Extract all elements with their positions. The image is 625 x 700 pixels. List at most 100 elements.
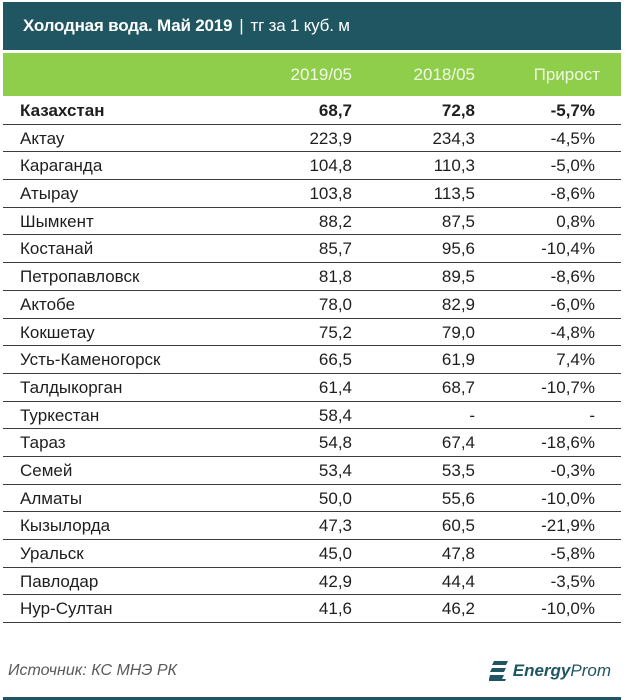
table-row: Караганда 104,8 110,3 -5,0%: [3, 152, 621, 181]
value-2019-cell: 58,4: [318, 405, 352, 425]
value-2018-cell: 67,4: [441, 433, 475, 453]
city-name-cell: Кокшетау: [20, 322, 95, 342]
energyprom-logo: EnergyProm: [488, 660, 611, 682]
value-2019-cell: 75,2: [318, 322, 352, 342]
city-name-cell: Петропавловск: [20, 267, 140, 287]
value-2018-cell: 44,4: [441, 571, 475, 591]
column-header-2018: 2018/05: [413, 65, 475, 84]
city-name-cell: Казахстан: [20, 101, 105, 120]
value-2018-cell: 89,5: [441, 267, 475, 287]
table-row: Актобе 78,0 82,9 -6,0%: [3, 291, 621, 319]
growth-cell: -5,0%: [550, 156, 595, 176]
growth-cell: -5,7%: [550, 101, 595, 120]
city-name-cell: Шымкент: [20, 211, 94, 231]
growth-cell: -18,6%: [541, 433, 595, 453]
growth-cell: -10,0%: [541, 488, 595, 508]
growth-cell: -3,5%: [550, 571, 595, 591]
value-2018-cell: 60,5: [441, 516, 475, 536]
city-name-cell: Актау: [20, 128, 65, 148]
value-2019-cell: 68,7: [318, 101, 352, 120]
value-2019-cell: 81,8: [318, 267, 352, 287]
value-2019-cell: 78,0: [318, 294, 352, 314]
table-title: Холодная вода. Май 2019: [23, 16, 233, 35]
table-row: Нур-Султан 41,6 46,2 -10,0%: [3, 595, 621, 624]
growth-cell: -8,6%: [550, 184, 595, 204]
growth-cell: -0,3%: [550, 460, 595, 480]
table-row: Кызылорда 47,3 60,5 -21,9%: [3, 512, 621, 540]
value-2019-cell: 47,3: [318, 516, 352, 536]
value-2018-cell: -: [469, 405, 475, 425]
table-row-total: Казахстан 68,7 72,8 -5,7%: [3, 97, 621, 125]
growth-cell: -6,0%: [550, 294, 595, 314]
value-2018-cell: 234,3: [432, 128, 475, 148]
table-row: Талдыкорган 61,4 68,7 -10,7%: [3, 374, 621, 402]
table-row: Павлодар 42,9 44,4 -3,5%: [3, 568, 621, 596]
table-row: Актау 223,9 234,3 -4,5%: [3, 125, 621, 153]
value-2018-cell: 46,2: [441, 599, 475, 619]
title-unit: тг за 1 куб. м: [250, 16, 350, 35]
growth-cell: 7,4%: [556, 350, 595, 370]
city-name-cell: Павлодар: [20, 571, 99, 591]
value-2019-cell: 104,8: [309, 156, 352, 176]
value-2019-cell: 61,4: [318, 377, 352, 397]
value-2019-cell: 85,7: [318, 239, 352, 259]
value-2019-cell: 103,8: [309, 184, 352, 204]
value-2018-cell: 61,9: [441, 350, 475, 370]
growth-cell: -5,8%: [550, 544, 595, 563]
value-2018-cell: 110,3: [433, 156, 475, 176]
value-2019-cell: 54,8: [318, 433, 352, 453]
growth-cell: 0,8%: [556, 211, 595, 231]
city-name-cell: Атырау: [20, 184, 79, 204]
column-header-growth: Прирост: [533, 65, 600, 84]
city-name-cell: Талдыкорган: [20, 377, 123, 397]
table-row: Тараз 54,8 67,4 -18,6%: [3, 429, 621, 457]
growth-cell: -4,8%: [550, 322, 595, 342]
table-row: Туркестан 58,4 - -: [3, 402, 621, 430]
table-row: Шымкент 88,2 87,5 0,8%: [3, 208, 621, 236]
value-2018-cell: 82,9: [441, 294, 475, 314]
value-2019-cell: 50,0: [318, 488, 352, 508]
table-row: Семей 53,4 53,5 -0,3%: [3, 457, 621, 485]
city-name-cell: Уральск: [20, 544, 84, 563]
table-row: Костанай 85,7 95,6 -10,4%: [3, 235, 621, 264]
title-separator: |: [239, 16, 244, 35]
table-row: Алматы 50,0 55,6 -10,0%: [3, 485, 621, 513]
value-2019-cell: 66,5: [318, 350, 352, 370]
city-name-cell: Тараз: [20, 433, 66, 453]
table-row: Атырау 103,8 113,5 -8,6%: [3, 180, 621, 208]
value-2018-cell: 79,0: [441, 322, 475, 342]
value-2018-cell: 95,6: [441, 239, 475, 259]
city-name-cell: Усть-Каменогорск: [20, 350, 161, 370]
city-name-cell: Костанай: [20, 239, 94, 259]
table-row: Кокшетау 75,2 79,0 -4,8%: [3, 319, 621, 347]
city-name-cell: Караганда: [20, 156, 103, 176]
growth-cell: -: [589, 405, 595, 425]
energyprom-logo-icon: [488, 661, 508, 681]
city-name-cell: Кызылорда: [20, 516, 111, 536]
value-2019-cell: 41,6: [318, 599, 352, 619]
value-2018-cell: 47,8: [441, 544, 475, 563]
value-2019-cell: 223,9: [309, 128, 352, 148]
value-2019-cell: 53,4: [318, 460, 352, 480]
value-2018-cell: 113,5: [433, 184, 475, 204]
growth-cell: -10,4%: [541, 239, 595, 259]
city-name-cell: Актобе: [20, 294, 76, 314]
value-2019-cell: 88,2: [318, 211, 352, 231]
value-2018-cell: 72,8: [441, 101, 475, 120]
value-2018-cell: 55,6: [441, 488, 475, 508]
city-name-cell: Нур-Султан: [20, 599, 113, 619]
column-header-2019: 2019/05: [290, 65, 352, 84]
table-row: Петропавловск 81,8 89,5 -8,6%: [3, 263, 621, 291]
logo-text-prom: Prom: [570, 661, 611, 680]
source-note: Источник: КС МНЭ РК: [8, 662, 177, 679]
value-2018-cell: 68,7: [441, 377, 475, 397]
bottom-bar: [3, 697, 621, 700]
column-header-row: 2019/05 2018/05 Прирост: [3, 53, 621, 96]
table-title-bar: Холодная вода. Май 2019 | тг за 1 куб. м: [3, 2, 621, 50]
growth-cell: -4,5%: [550, 128, 595, 148]
value-2018-cell: 87,5: [441, 211, 475, 231]
growth-cell: -10,7%: [541, 377, 595, 397]
table-row: Уральск 45,0 47,8 -5,8%: [3, 540, 621, 568]
growth-cell: -21,9%: [541, 516, 595, 536]
logo-text-energy: Energy: [512, 661, 571, 680]
